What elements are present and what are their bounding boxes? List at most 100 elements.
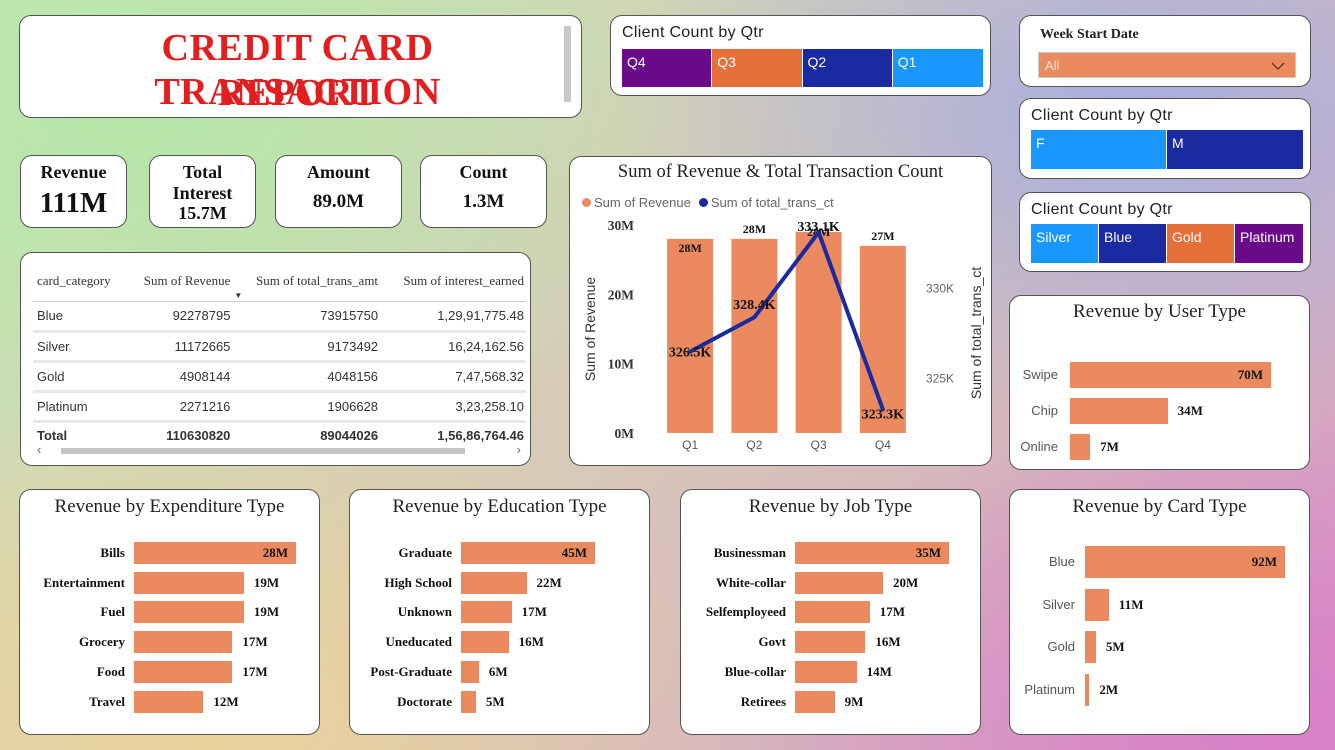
trans-count-point[interactable] (816, 230, 821, 235)
card-tile-platinum[interactable]: Platinum (1235, 224, 1303, 263)
category-label: Chip (1031, 403, 1058, 418)
revenue-bar[interactable] (461, 542, 595, 564)
trans-count-point[interactable] (688, 349, 693, 354)
bar-value-label: 7M (1100, 439, 1119, 454)
title-scrollbar[interactable] (564, 26, 571, 102)
bar-value-label: 17M (242, 634, 268, 650)
revenue-by-expenditure-type-chart: Revenue by Expenditure Type Bills 28M Ente… (19, 489, 320, 735)
table-header-label: Sum of interest_earned (403, 272, 524, 288)
revenue-bar[interactable] (461, 601, 512, 624)
table-cell: 4908144 (126, 361, 233, 393)
gender-slicer-label: Client Count by Qtr (1031, 107, 1173, 124)
trans-count-point[interactable] (752, 315, 757, 320)
bar-value-label: 20M (893, 574, 919, 590)
category-label: Fuel (100, 604, 125, 620)
bar-value-label: 12M (213, 693, 239, 709)
table-total-cell: 1,56,86,764.46 (380, 420, 526, 449)
card-category-slicer: Client Count by Qtr Silver Blue Gold Platin… (1019, 192, 1311, 272)
education-chart-title: Revenue by Education Type (392, 496, 607, 517)
revenue-bar[interactable] (1070, 434, 1091, 460)
table-header-cell[interactable]: Sum of Revenue (126, 261, 233, 302)
trans-count-label: 323.3K (862, 407, 905, 422)
revenue-bar[interactable] (1085, 673, 1090, 706)
bar-value-label: 28M (262, 545, 288, 560)
revenue-bar[interactable] (134, 601, 244, 624)
category-label: Platinum (1024, 681, 1075, 697)
revenue-bar[interactable] (1085, 546, 1285, 578)
table-cell: 3,23,258.10 (380, 391, 526, 423)
scroll-right-arrow[interactable]: › (516, 442, 521, 457)
table-header-cell[interactable]: card_category (33, 261, 127, 302)
bar-value-label: 2M (1099, 681, 1119, 697)
category-label: Post-Graduate (370, 663, 452, 679)
y-axis-title: Sum of Revenue (582, 277, 598, 381)
scroll-thumb[interactable] (61, 448, 465, 454)
qtr-slicer-label: Client Count by Qtr (622, 24, 764, 41)
table-cell: 73915750 (232, 301, 381, 333)
bar-row: Grocery 17M (20, 631, 319, 654)
trans-count-line[interactable] (689, 230, 885, 411)
bar-row: Doctorate 5M (350, 690, 649, 713)
card-tile-blue[interactable]: Blue (1099, 224, 1167, 263)
table-header-label: Sum of Revenue (143, 272, 231, 288)
revenue-bar[interactable] (1070, 398, 1168, 424)
card-tile-gold[interactable]: Gold (1167, 224, 1235, 263)
gender-tile-f[interactable]: F (1031, 130, 1167, 169)
bar-row: Entertainment 19M (20, 571, 319, 594)
kpi-revenue-label: Revenue (40, 162, 107, 182)
revenue-bar[interactable] (1085, 588, 1109, 621)
sort-desc-icon[interactable]: ▼ (234, 290, 243, 300)
revenue-bar[interactable] (134, 660, 233, 683)
table-cell: 7,47,568.32 (380, 361, 526, 393)
revenue-bar[interactable] (134, 631, 233, 654)
revenue-bar[interactable] (134, 542, 296, 564)
category-label: Silver (1042, 596, 1075, 612)
revenue-bar[interactable] (795, 571, 883, 594)
revenue-bar[interactable] (795, 631, 866, 654)
revenue-bar[interactable] (1070, 362, 1271, 388)
revenue-bar[interactable] (134, 571, 244, 594)
bar-value-label: 16M (518, 634, 544, 650)
qtr-slicer: Client Count by Qtr Q4 Q3 Q2 Q1 (610, 15, 991, 96)
revenue-bar[interactable] (795, 542, 949, 564)
trans-count-point[interactable] (880, 407, 885, 412)
bar-row: High School 22M (350, 571, 649, 594)
revenue-bar[interactable] (731, 238, 778, 433)
bar-row: Food 17M (20, 660, 319, 683)
qtr-tile-q2[interactable]: Q2 (802, 49, 893, 87)
revenue-bar[interactable] (795, 601, 870, 624)
gender-tile-m[interactable]: M (1167, 130, 1303, 169)
qtr-tile-q3[interactable]: Q3 (712, 49, 803, 87)
table-horizontal-scrollbar[interactable]: ‹ › (33, 442, 525, 457)
revenue-bar[interactable] (1085, 631, 1096, 663)
qtr-tile-q4[interactable]: Q4 (622, 49, 713, 87)
revenue-bar[interactable] (134, 690, 204, 713)
table-header-cell[interactable]: Sum of interest_earned (380, 261, 526, 302)
revenue-bar[interactable] (461, 571, 527, 594)
revenue-bar[interactable] (859, 245, 906, 433)
qtr-tile-q1[interactable]: Q1 (892, 49, 983, 87)
combo-chart-title: Sum of Revenue & Total Transaction Count (617, 162, 944, 182)
kpi-count-card: Count 1.3M (420, 155, 547, 228)
revenue-bar-label: 28M (743, 222, 766, 236)
expenditure-chart-title: Revenue by Expenditure Type (54, 496, 285, 517)
revenue-bar[interactable] (795, 690, 835, 713)
revenue-bar[interactable] (795, 660, 857, 683)
revenue-by-user-type-chart: Revenue by User Type Swipe 70M Chip 34M Onli… (1009, 295, 1310, 470)
bar-row: Chip 34M (1010, 398, 1309, 424)
revenue-bar[interactable] (795, 231, 842, 433)
table-header-label: Sum of total_trans_amt (256, 272, 379, 288)
card-tile-silver[interactable]: Silver (1031, 224, 1099, 263)
y2-tick-label: 325K (926, 372, 954, 386)
revenue-bar[interactable] (667, 238, 714, 433)
scroll-left-arrow[interactable]: ‹ (37, 442, 42, 457)
revenue-bar[interactable] (461, 660, 479, 683)
revenue-bar[interactable] (461, 631, 509, 654)
table-header-cell[interactable]: Sum of total_trans_amt ▼ (232, 261, 381, 302)
week-start-date-dropdown[interactable]: All (1038, 52, 1296, 78)
kpi-amount-label: Amount (306, 162, 370, 182)
card-type-chart-title: Revenue by Card Type (1072, 496, 1247, 517)
revenue-bar[interactable] (461, 690, 476, 713)
bar-row: Bills 28M (20, 542, 319, 564)
